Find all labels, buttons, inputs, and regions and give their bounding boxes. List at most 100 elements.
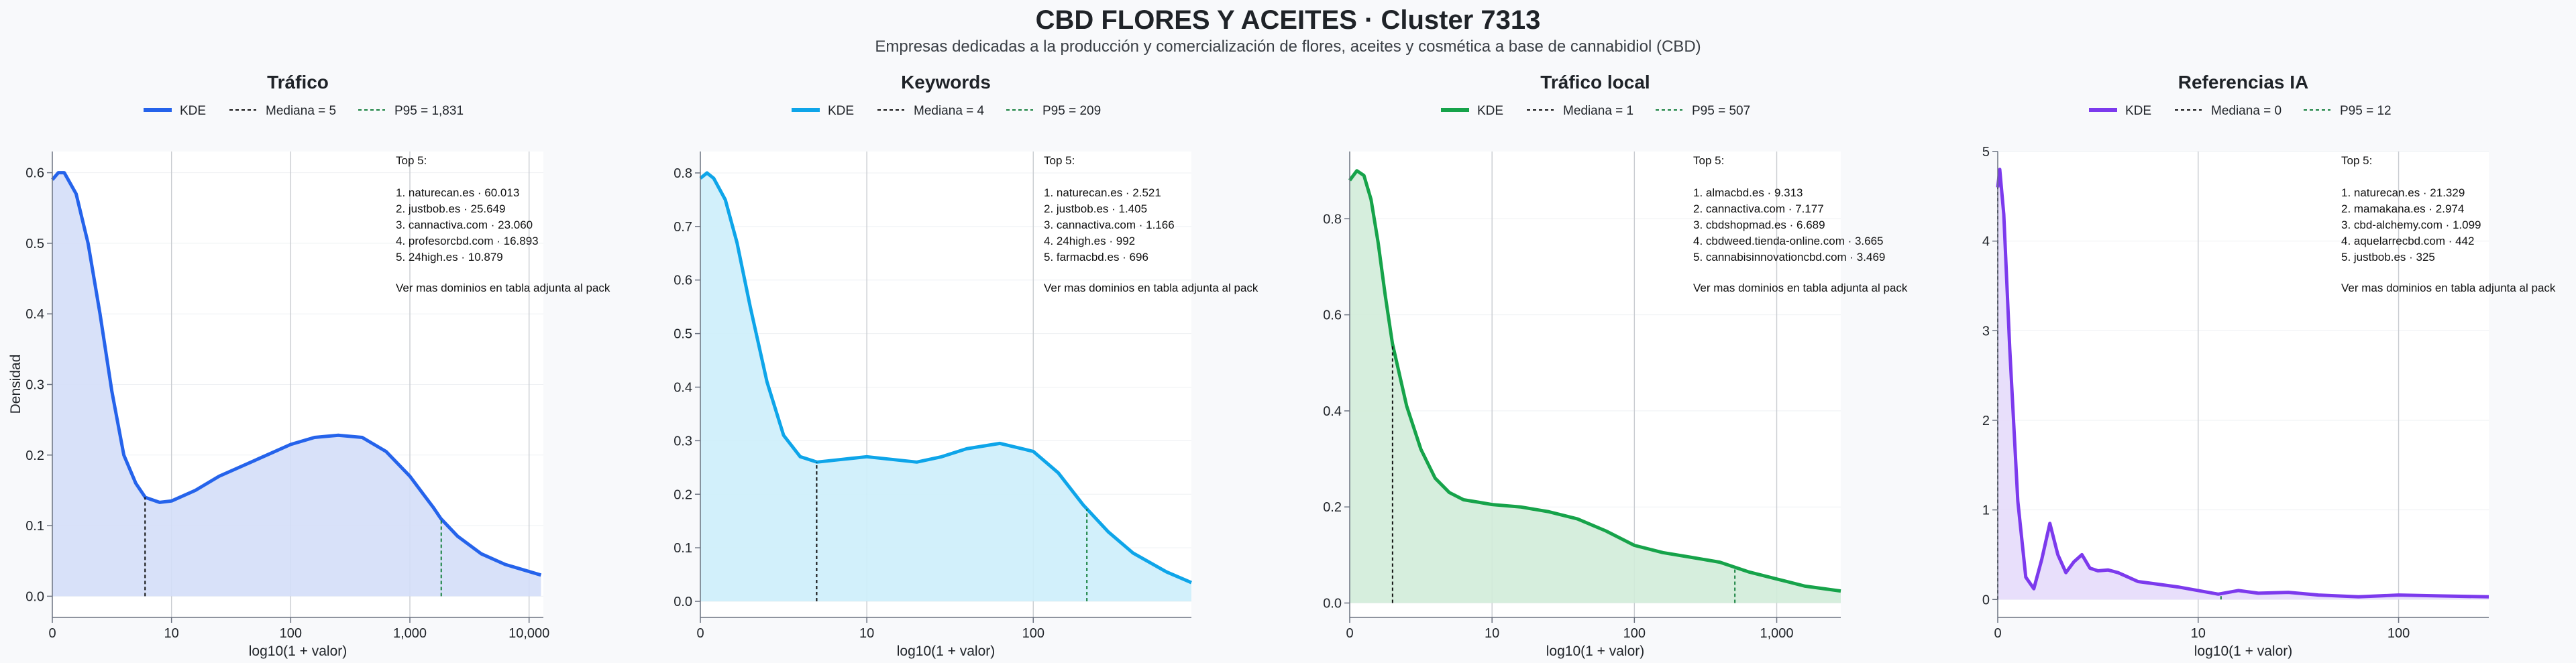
x-tick-label: 100 xyxy=(280,626,302,641)
panel-title: Tráfico local xyxy=(1540,72,1650,93)
top5-item: 1. almacbd.es · 9.313 xyxy=(1693,186,1803,199)
y-tick-label: 0.1 xyxy=(674,541,692,556)
legend-label-kde: KDE xyxy=(2125,104,2151,118)
y-tick-label: 0.4 xyxy=(674,380,692,395)
x-tick-label: 1,000 xyxy=(393,626,427,641)
legend-label-median: Mediana = 1 xyxy=(1563,104,1633,118)
top5-item: 1. naturecan.es · 21.329 xyxy=(2341,186,2465,199)
x-axis-label: log10(1 + valor) xyxy=(2194,644,2293,659)
legend-label-p95: P95 = 12 xyxy=(2340,104,2392,118)
top5-item: 5. justbob.es · 325 xyxy=(2341,251,2435,263)
x-tick-label: 10 xyxy=(859,626,874,641)
y-tick-label: 0.0 xyxy=(674,595,692,609)
y-tick-label: 0.5 xyxy=(25,237,44,251)
x-tick-label: 10 xyxy=(2191,626,2206,641)
top5-item: 3. cannactiva.com · 1.166 xyxy=(1044,219,1175,231)
kde-line xyxy=(51,171,542,577)
x-axis-label: log10(1 + valor) xyxy=(249,644,347,659)
top5-footer: Ver mas dominios en tabla adjunta al pac… xyxy=(396,282,610,294)
top5-item: 5. cannabisinnovationcbd.com · 3.469 xyxy=(1693,251,1885,263)
kde-line xyxy=(1348,169,1841,593)
y-tick-label: 0.2 xyxy=(674,487,692,502)
top5-item: 1. naturecan.es · 2.521 xyxy=(1044,186,1161,199)
x-tick-label: 10,000 xyxy=(508,626,549,641)
y-tick-label: 0.6 xyxy=(674,274,692,288)
kde-area xyxy=(1350,170,1841,603)
chart-panel-3: 0.0 0.2 0.4 0.6 0.8 0 10 100 1,000 log10(1 + valo… xyxy=(1323,72,1908,659)
legend-label-kde: KDE xyxy=(1477,104,1503,118)
x-axis-label: log10(1 + valor) xyxy=(1546,644,1645,659)
top5-header: Top 5: xyxy=(396,154,427,167)
top5-header: Top 5: xyxy=(1044,154,1075,167)
y-tick-label: 0.8 xyxy=(1323,212,1342,227)
y-tick-label: 0.3 xyxy=(25,378,44,393)
page-title: CBD FLORES Y ACEITES · Cluster 7313 xyxy=(1035,5,1541,35)
y-tick-label: 0.2 xyxy=(1323,500,1342,515)
plot-area xyxy=(1998,152,2489,617)
chart-panel-4: 0 1 2 3 4 5 0 10 100 log10(1 + valor) Referencias … xyxy=(1982,72,2556,659)
y-tick-label: 0.6 xyxy=(1323,308,1342,323)
page-subtitle: Empresas dedicadas a la producción y com… xyxy=(875,38,1701,56)
x-tick-label: 0 xyxy=(1346,626,1353,641)
top5-item: 5. farmacbd.es · 696 xyxy=(1044,251,1148,263)
top5-item: 2. mamakana.es · 2.974 xyxy=(2341,202,2464,215)
top5-item: 1. naturecan.es · 60.013 xyxy=(396,186,519,199)
panel-title: Tráfico xyxy=(267,72,329,93)
y-tick-label: 0.0 xyxy=(25,589,44,604)
x-tick-label: 100 xyxy=(1623,626,1646,641)
x-axis-label: log10(1 + valor) xyxy=(897,644,996,659)
top5-header: Top 5: xyxy=(2341,154,2372,167)
top5-item: 3. cannactiva.com · 23.060 xyxy=(396,219,533,231)
y-tick-label: 0.2 xyxy=(25,448,44,463)
y-tick-label: 5 xyxy=(1982,145,1990,160)
y-tick-label: 0.3 xyxy=(674,434,692,448)
kde-area xyxy=(700,173,1191,601)
y-tick-label: 0.4 xyxy=(25,307,44,322)
kde-line xyxy=(1996,168,2489,599)
top5-item: 5. 24high.es · 10.879 xyxy=(396,251,503,263)
y-tick-label: 3 xyxy=(1982,324,1990,339)
legend-label-p95: P95 = 1,831 xyxy=(394,104,464,118)
x-tick-label: 100 xyxy=(2387,626,2410,641)
legend-label-p95: P95 = 209 xyxy=(1042,104,1101,118)
y-axis-label: Densidad xyxy=(8,355,23,414)
panel-title: Keywords xyxy=(901,72,991,93)
x-tick-label: 100 xyxy=(1022,626,1044,641)
legend-label-median: Mediana = 5 xyxy=(266,104,336,118)
top5-footer: Ver mas dominios en tabla adjunta al pac… xyxy=(2341,282,2556,294)
legend-label-kde: KDE xyxy=(180,104,206,118)
y-tick-label: 0.6 xyxy=(25,166,44,181)
top5-item: 4. profesorcbd.com · 16.893 xyxy=(396,235,539,247)
y-tick-label: 0.7 xyxy=(674,220,692,235)
top5-item: 4. 24high.es · 992 xyxy=(1044,235,1135,247)
y-tick-label: 1 xyxy=(1982,503,1990,518)
x-tick-label: 0 xyxy=(1994,626,2001,641)
kde-area xyxy=(1998,169,2489,600)
x-tick-label: 0 xyxy=(48,626,56,641)
y-tick-label: 0 xyxy=(1982,593,1990,607)
legend-label-median: Mediana = 4 xyxy=(914,104,985,118)
top5-footer: Ver mas dominios en tabla adjunta al pac… xyxy=(1693,282,1908,294)
top5-item: 4. aquelarrecbd.com · 442 xyxy=(2341,235,2474,247)
y-tick-label: 0.4 xyxy=(1323,404,1342,419)
x-tick-label: 0 xyxy=(696,626,704,641)
y-tick-label: 0.5 xyxy=(674,327,692,342)
panel-title: Referencias IA xyxy=(2178,72,2309,93)
y-tick-label: 0.8 xyxy=(674,166,692,181)
legend-label-p95: P95 = 507 xyxy=(1692,104,1750,118)
x-tick-label: 10 xyxy=(1485,626,1499,641)
y-tick-label: 4 xyxy=(1982,235,1990,249)
y-tick-label: 2 xyxy=(1982,414,1990,428)
legend-label-median: Mediana = 0 xyxy=(2211,104,2282,118)
top5-item: 3. cbd-alchemy.com · 1.099 xyxy=(2341,219,2481,231)
chart-panel-2: 0.0 0.1 0.2 0.3 0.4 0.5 0.6 0.7 0.8 0 10 100 log10(1… xyxy=(674,72,1258,659)
top5-item: 2. justbob.es · 1.405 xyxy=(1044,202,1147,215)
y-tick-label: 0.1 xyxy=(25,519,44,534)
legend-label-kde: KDE xyxy=(828,104,854,118)
top5-item: 2. cannactiva.com · 7.177 xyxy=(1693,202,1824,215)
y-tick-label: 0.0 xyxy=(1323,597,1342,611)
chart-panel-1: 0.0 0.1 0.2 0.3 0.4 0.5 0.6 0 10 100 1,000 10,000 lo… xyxy=(25,72,610,659)
top5-footer: Ver mas dominios en tabla adjunta al pac… xyxy=(1044,282,1258,294)
